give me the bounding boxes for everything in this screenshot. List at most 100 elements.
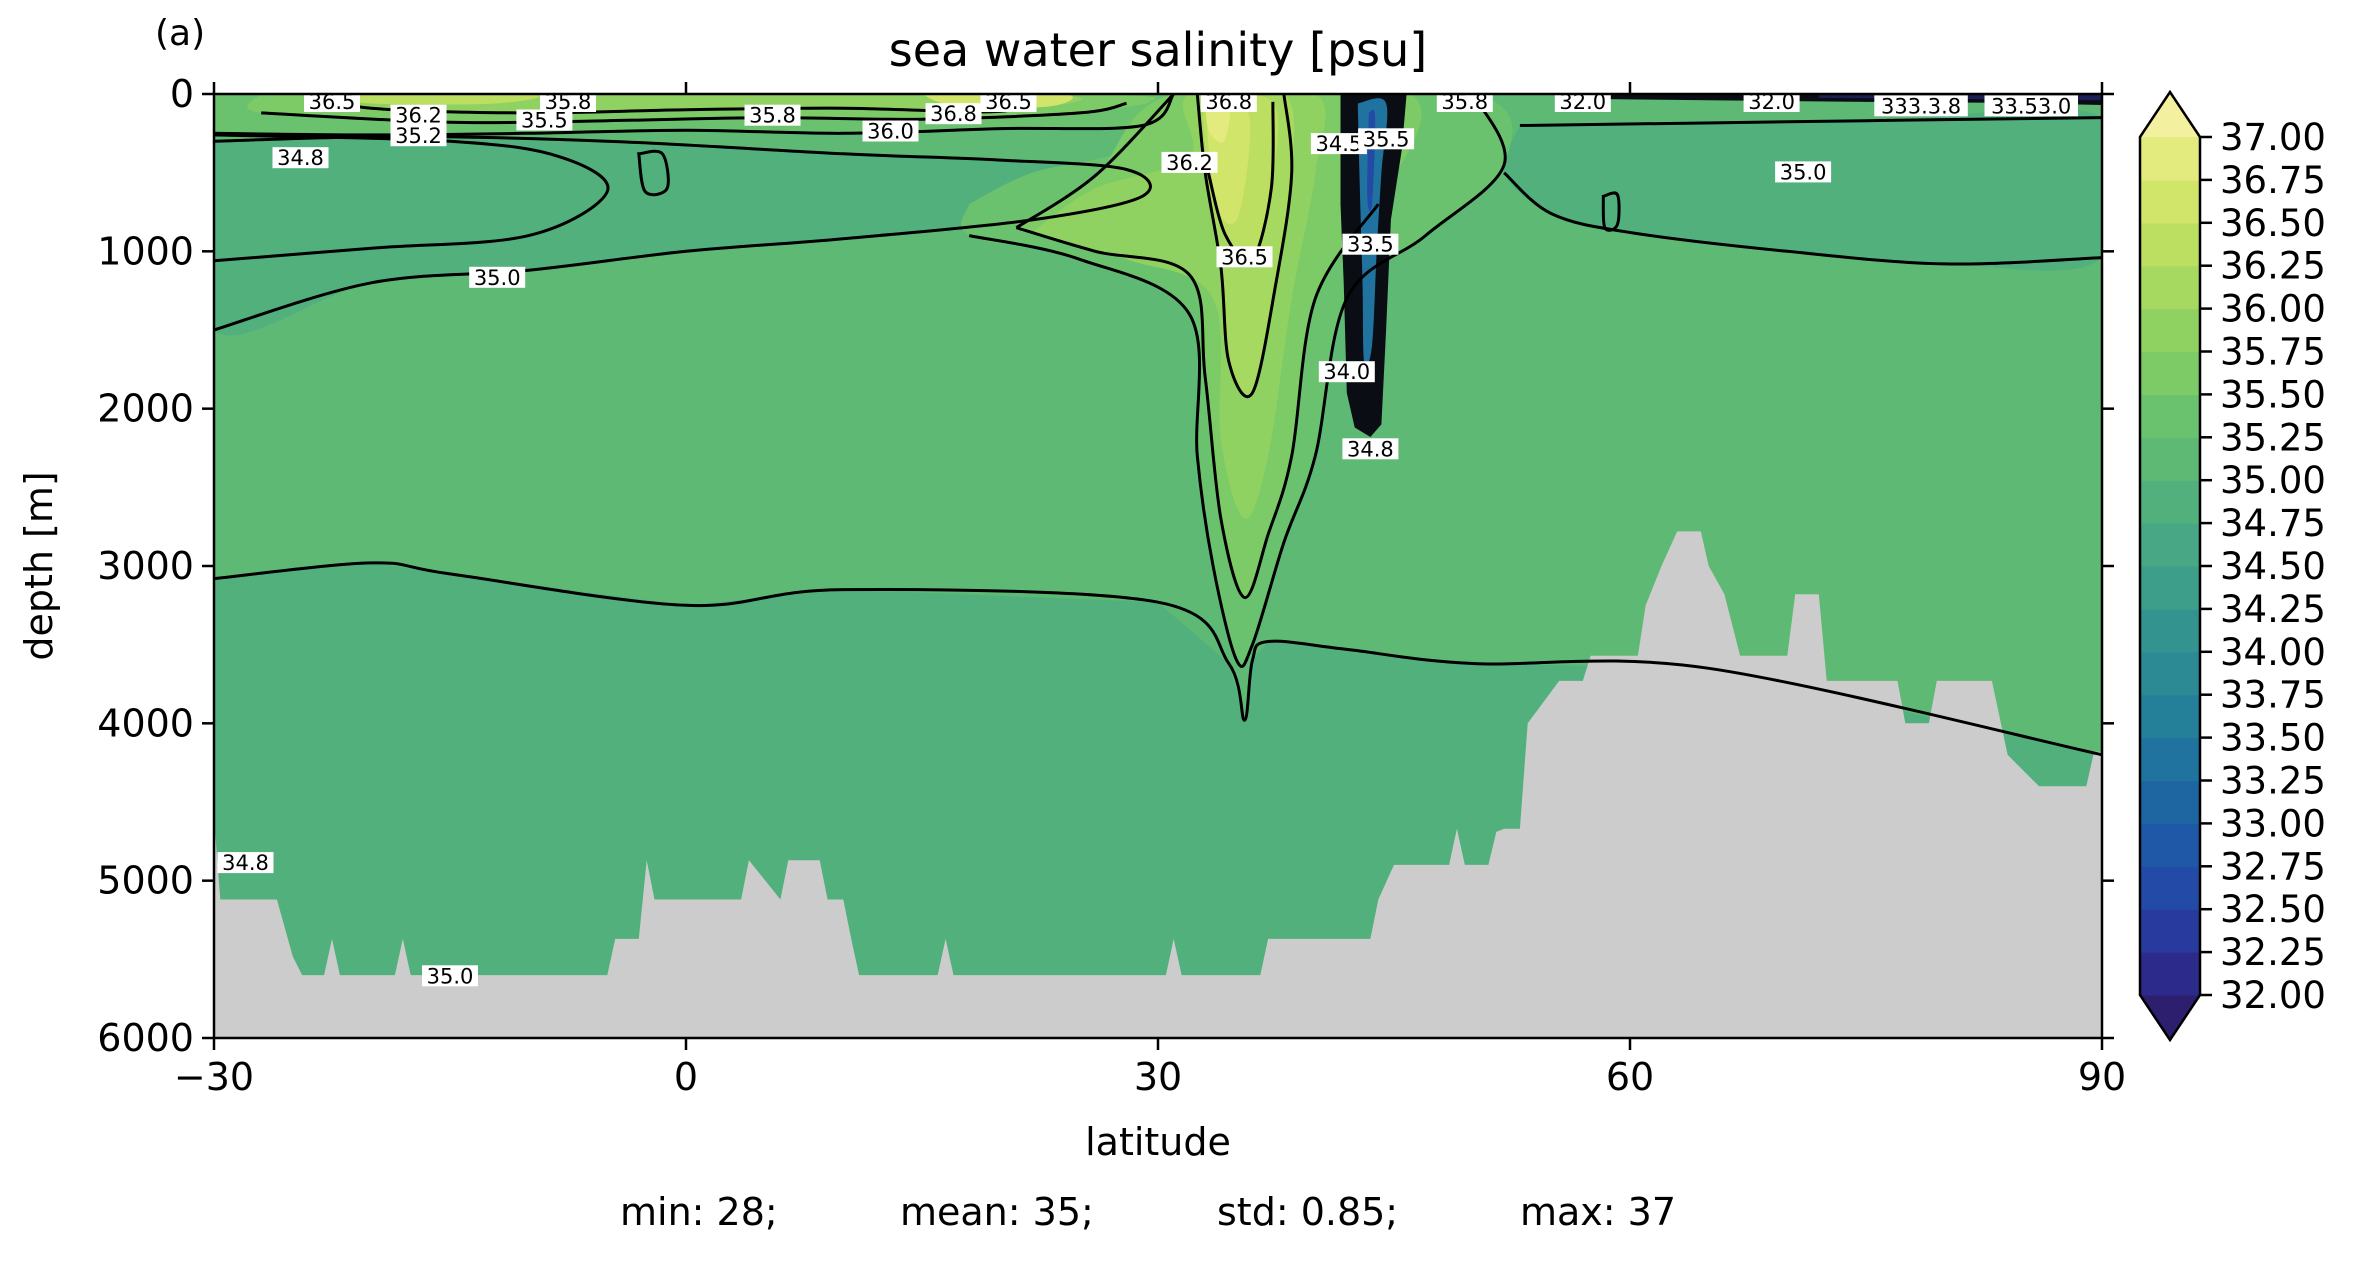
region-northern-upper-water — [1503, 107, 2102, 271]
contour-label-6: 34.8 — [277, 146, 324, 170]
contour-label-9: 36.8 — [930, 102, 977, 126]
contour-label-box-22 — [1743, 94, 1800, 112]
contour-label-box-4 — [516, 109, 573, 131]
colorbar-segment-20 — [2140, 137, 2200, 181]
contour-label-10: 36.5 — [985, 90, 1032, 114]
contour-label-25: 35.0 — [1780, 160, 1827, 184]
contour-label-1: 36.5 — [309, 90, 356, 114]
y-tick-label-0: 0 — [170, 72, 194, 116]
colorbar-tick-label-1: 32.25 — [2220, 931, 2326, 974]
colorbar-tick-label-3: 32.75 — [2220, 845, 2326, 888]
colorbar-tick-label-19: 36.75 — [2220, 159, 2326, 202]
contour-label-box-17 — [1342, 233, 1399, 255]
contour-label-2: 35.8 — [545, 90, 592, 114]
plot-axes: −30 0 30 60 90 0 1000 2000 3000 4000 5000 6000 — [97, 72, 2126, 1099]
x-tick-label-3: 60 — [1606, 1055, 1654, 1099]
contour-label-box-3 — [390, 104, 447, 126]
colorbar-segment-17 — [2140, 265, 2200, 310]
colorbar: 32.0032.2532.5032.7533.0033.2533.5033.75… — [2138, 89, 2326, 1043]
colorbar-segment-15 — [2140, 351, 2200, 395]
contour-label-box-27 — [422, 965, 478, 987]
contour-label-box-23 — [1874, 95, 1968, 117]
contour-loop-southern — [637, 149, 670, 197]
region-fresh-column-core — [1357, 98, 1388, 367]
x-axis-label: latitude — [1085, 1120, 1231, 1164]
stat-min: min: 28; — [620, 1190, 778, 1234]
colorbar-segment-1 — [2140, 952, 2200, 996]
contour-label-box-2 — [540, 94, 596, 112]
contour-label-23: 333.3.8 — [1881, 94, 1961, 118]
contour-line-1 — [214, 561, 2102, 757]
bathymetry-land — [214, 531, 2102, 1038]
contour-label-22: 32.0 — [1748, 90, 1795, 114]
chart-title: sea water salinity [psu] — [889, 23, 1428, 77]
colorbar-segment-11 — [2140, 523, 2200, 567]
region-thermocline-tongue — [214, 136, 1151, 336]
contour-label-14: 35.0 — [474, 266, 521, 290]
colorbar-tick-label-15: 35.75 — [2220, 331, 2326, 374]
contour-label-box-19 — [1342, 438, 1399, 460]
colorbar-tick-label-2: 32.50 — [2220, 888, 2326, 931]
colorbar-segment-7 — [2140, 694, 2200, 739]
colorbar-segment-6 — [2140, 737, 2200, 782]
contour-line-13 — [1503, 171, 2102, 266]
contour-label-box-9 — [925, 103, 982, 125]
contour-line-4 — [214, 94, 1175, 137]
contour-line-8 — [1015, 203, 1380, 599]
contour-label-8: 36.0 — [867, 120, 914, 144]
contour-loop-northern — [1601, 191, 1621, 232]
colorbar-extend-min — [2140, 995, 2200, 1040]
colorbar-tick-label-0: 32.00 — [2220, 974, 2326, 1017]
panel-label: (a) — [155, 13, 205, 54]
contour-line-12 — [1519, 116, 2102, 127]
colorbar-segment-16 — [2140, 308, 2200, 353]
y-tick-label-5: 5000 — [97, 859, 194, 903]
colorbar-tick-label-6: 33.50 — [2220, 717, 2326, 760]
contour-label-box-18 — [1318, 361, 1375, 383]
contour-label-box-10 — [980, 94, 1037, 112]
stat-std: std: 0.85; — [1217, 1190, 1399, 1234]
contour-line-10 — [1195, 94, 1294, 398]
colorbar-tick-label-4: 33.00 — [2220, 802, 2326, 845]
contour-label-box-12 — [1161, 151, 1218, 173]
contour-label-box-5 — [390, 125, 447, 147]
colorbar-segment-18 — [2140, 222, 2200, 267]
colorbar-tick-label-17: 36.25 — [2220, 245, 2326, 288]
x-tick-label-2: 30 — [1134, 1055, 1182, 1099]
colorbar-tick-label-11: 34.75 — [2220, 502, 2326, 545]
x-tick-label-1: 0 — [674, 1055, 698, 1099]
y-tick-label-6: 6000 — [97, 1016, 194, 1060]
colorbar-tick-label-12: 35.00 — [2220, 459, 2326, 502]
contour-label-box-8 — [862, 120, 919, 142]
colorbar-tick-label-20: 37.00 — [2220, 116, 2326, 159]
contour-label-box-14 — [469, 266, 526, 288]
colorbar-segment-13 — [2140, 437, 2200, 481]
contour-label-3: 36.2 — [395, 104, 442, 128]
y-axis-label: depth [m] — [17, 471, 61, 660]
contour-line-2 — [214, 134, 1152, 332]
y-tick-label-2: 2000 — [97, 387, 194, 431]
contour-label-24: 33.53.0 — [1991, 94, 2071, 118]
colorbar-tick-label-5: 33.25 — [2220, 760, 2326, 803]
contour-line-7 — [1015, 94, 1175, 229]
summary-statistics: min: 28; mean: 35; std: 0.85; max: 37 — [0, 1190, 2362, 1250]
colorbar-segment-12 — [2140, 480, 2200, 524]
colorbar-segment-10 — [2140, 566, 2200, 610]
x-tick-label-0: −30 — [174, 1055, 254, 1099]
contour-label-20: 35.8 — [1441, 90, 1488, 114]
y-tick-label-3: 3000 — [97, 544, 194, 588]
contour-label-12: 36.2 — [1166, 151, 1213, 175]
contour-label-13: 36.5 — [1221, 245, 1268, 269]
region-surface-band-36-25 — [324, 94, 540, 105]
region-intermediate-water — [214, 94, 2102, 755]
colorbar-segment-5 — [2140, 780, 2200, 824]
colorbar-segment-8 — [2140, 651, 2200, 696]
contour-label-box-16 — [1358, 128, 1415, 150]
x-tick-label-4: 90 — [2078, 1055, 2126, 1099]
contour-label-19: 34.8 — [1347, 437, 1394, 461]
contour-label-box-26 — [217, 852, 274, 874]
contour-line-9 — [968, 94, 1507, 668]
contour-label-box-1 — [304, 94, 360, 112]
colorbar-extend-max — [2140, 92, 2200, 137]
contour-label-21: 32.0 — [1559, 90, 1606, 114]
